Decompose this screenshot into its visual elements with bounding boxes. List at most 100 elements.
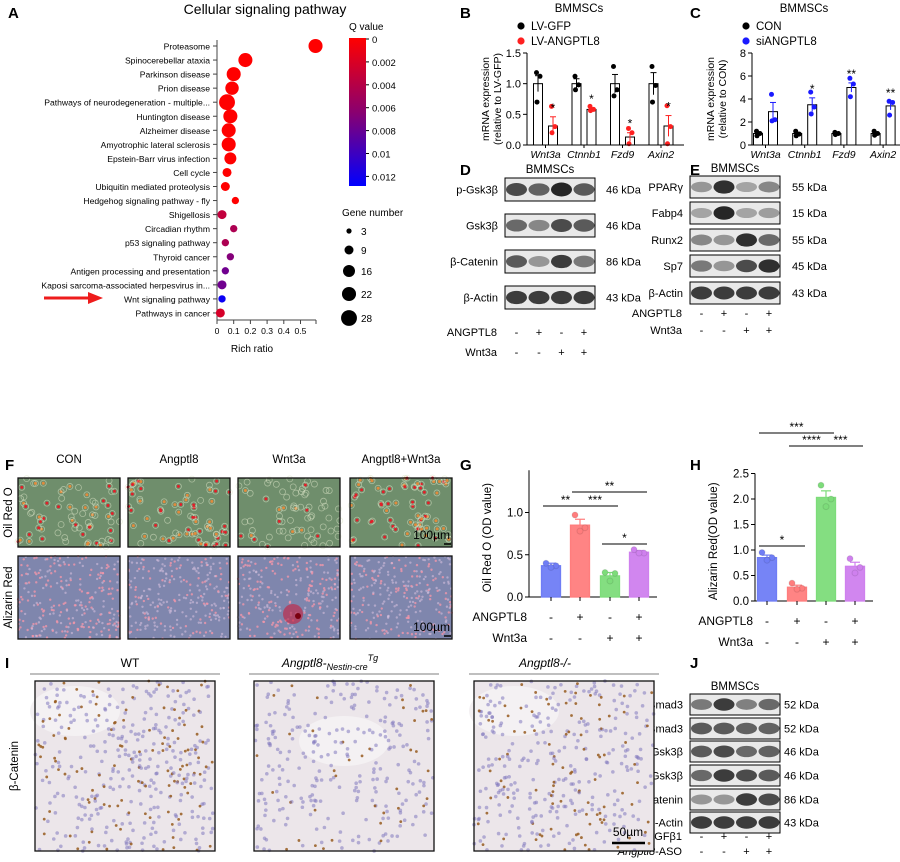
cell <box>91 512 99 519</box>
nucleus <box>317 769 322 773</box>
stained-cell <box>399 820 403 824</box>
data-point <box>588 108 593 114</box>
cell <box>101 581 104 584</box>
data-point <box>763 556 771 564</box>
lipid-droplet <box>416 482 420 486</box>
nucleus <box>190 795 194 799</box>
cell <box>259 580 262 584</box>
cell <box>305 568 309 571</box>
protein-band <box>691 794 712 805</box>
protein-band <box>573 219 595 232</box>
cell <box>144 616 147 619</box>
stained-cell <box>62 681 66 685</box>
cell <box>441 576 445 579</box>
cell <box>147 570 150 573</box>
nucleus <box>267 712 272 717</box>
data-point <box>850 81 856 87</box>
cell <box>310 619 313 622</box>
cell <box>423 558 427 562</box>
nucleus <box>507 748 511 753</box>
cell <box>317 636 321 639</box>
nucleus <box>156 764 160 769</box>
nucleus <box>604 728 608 733</box>
protein-band <box>551 290 572 305</box>
y-axis-label: (relative to CON) <box>717 60 729 139</box>
stained-cell <box>602 818 606 822</box>
protein-band <box>758 816 780 829</box>
cell <box>160 598 163 602</box>
nucleus <box>538 720 543 724</box>
cell <box>432 578 435 582</box>
nucleus <box>313 784 317 789</box>
cell <box>175 618 179 622</box>
panel-letter-c: C <box>690 5 701 22</box>
cell <box>48 569 51 572</box>
nucleus <box>83 735 87 740</box>
cell <box>250 598 253 602</box>
nucleus <box>557 749 561 753</box>
nucleus <box>364 714 369 719</box>
cell <box>157 592 160 596</box>
cell <box>336 571 339 575</box>
cell <box>25 538 33 545</box>
nucleus <box>268 723 273 728</box>
stained-cell <box>200 683 203 687</box>
column-label: WT <box>121 656 140 670</box>
cell <box>64 634 68 637</box>
cell <box>295 593 298 596</box>
category-label: Thyroid cancer <box>153 252 210 262</box>
nucleus <box>68 713 73 718</box>
nucleus <box>206 766 211 770</box>
lipid-droplet <box>445 479 449 483</box>
lipid-droplet <box>191 515 195 519</box>
nucleus <box>623 754 628 759</box>
data-point <box>629 130 635 136</box>
cell <box>279 630 282 634</box>
cell <box>156 625 159 628</box>
nucleus <box>91 693 96 698</box>
cell <box>245 627 249 630</box>
nucleus <box>319 754 324 759</box>
data-point <box>808 89 814 95</box>
nucleus <box>123 748 128 752</box>
protein-band <box>758 769 780 782</box>
nucleus <box>625 747 630 752</box>
cell <box>418 599 422 603</box>
y-tick-label: 0.5 <box>507 550 523 562</box>
y-axis-label: (relative to LV-GFP) <box>492 53 504 145</box>
cell <box>136 628 139 632</box>
cell <box>389 591 393 594</box>
nucleus <box>618 692 622 696</box>
cell <box>348 537 356 545</box>
stained-cell <box>373 804 377 808</box>
nucleus <box>121 777 125 781</box>
molecular-weight-label: 86 kDa <box>784 795 820 807</box>
nucleus <box>524 704 529 709</box>
nucleus <box>598 774 602 778</box>
significance-label: ** <box>847 67 857 81</box>
cell <box>129 522 137 530</box>
nucleus <box>608 729 613 733</box>
lipid-droplet <box>45 501 49 505</box>
cell <box>235 482 243 490</box>
bubble <box>230 224 238 233</box>
stained-cell <box>195 732 199 736</box>
blot-row-label: PPARγ <box>648 182 683 194</box>
nucleus <box>290 736 295 741</box>
lipid-droplet <box>139 487 143 491</box>
cell <box>130 479 138 487</box>
cell <box>418 575 421 578</box>
blot-row-label: Runx2 <box>651 235 683 247</box>
column-label: CON <box>56 454 82 466</box>
nucleus <box>576 738 580 743</box>
cell <box>416 590 419 593</box>
cell <box>418 556 421 560</box>
nucleus <box>494 757 498 761</box>
nucleus <box>398 824 402 828</box>
size-legend-label: 28 <box>361 314 373 325</box>
nucleus <box>284 705 289 709</box>
y-tick-label: 2.0 <box>733 494 749 506</box>
condition-sign: + <box>766 846 772 858</box>
condition-sign: - <box>745 831 749 843</box>
stained-cell <box>616 845 620 849</box>
